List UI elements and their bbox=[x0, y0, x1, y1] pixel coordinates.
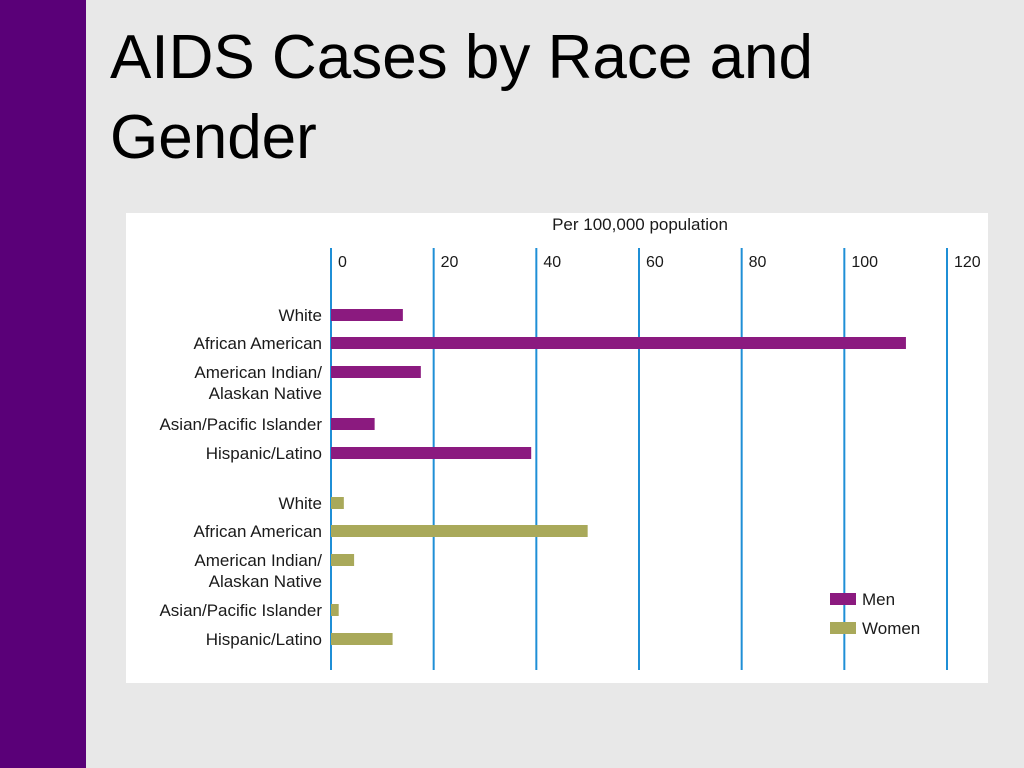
legend-swatch-women bbox=[830, 622, 856, 634]
legend-label-men: Men bbox=[862, 590, 895, 609]
x-tick-label: 40 bbox=[543, 254, 561, 271]
bar-women bbox=[331, 497, 344, 509]
x-tick-label: 60 bbox=[646, 254, 664, 271]
bar-women bbox=[331, 554, 355, 566]
bar-men bbox=[331, 309, 403, 321]
x-tick-labels: 0 20 40 60 80 100 120 bbox=[338, 254, 981, 271]
slide-title: AIDS Cases by Race and Gender bbox=[110, 23, 814, 172]
x-tick-label: 100 bbox=[851, 254, 878, 271]
category-label: Hispanic/Latino bbox=[206, 444, 322, 463]
bar-chart: Per 100,000 population 0 20 40 60 80 100 120 W… bbox=[159, 215, 981, 670]
x-tick-label: 20 bbox=[441, 254, 459, 271]
category-label: White bbox=[279, 494, 322, 513]
bar-women bbox=[331, 633, 393, 645]
x-tick-label: 120 bbox=[954, 254, 981, 271]
category-label: Asian/Pacific Islander bbox=[159, 415, 322, 434]
slide-sidebar bbox=[0, 0, 86, 768]
bars bbox=[331, 309, 906, 645]
category-label: White bbox=[279, 306, 322, 325]
category-label: Asian/Pacific Islander bbox=[159, 601, 322, 620]
x-tick-label: 80 bbox=[749, 254, 767, 271]
category-label: American Indian/Alaskan Native bbox=[194, 363, 322, 403]
bar-men bbox=[331, 447, 532, 459]
legend-swatch-men bbox=[830, 593, 856, 605]
chart-panel: Per 100,000 population 0 20 40 60 80 100 120 W… bbox=[126, 213, 988, 683]
bar-men bbox=[331, 337, 906, 349]
bar-men bbox=[331, 366, 421, 378]
bar-men bbox=[331, 418, 375, 430]
category-label: African American bbox=[194, 522, 323, 541]
category-label: African American bbox=[194, 334, 323, 353]
gridlines bbox=[330, 248, 948, 670]
category-labels: White African American American Indian/Ala… bbox=[159, 306, 322, 649]
category-label: American Indian/Alaskan Native bbox=[194, 551, 322, 591]
bar-women bbox=[331, 525, 588, 537]
legend: Men Women bbox=[830, 590, 920, 638]
x-axis-title: Per 100,000 population bbox=[552, 215, 728, 234]
category-label: Hispanic/Latino bbox=[206, 630, 322, 649]
bar-women bbox=[331, 604, 339, 616]
x-tick-label: 0 bbox=[338, 254, 347, 271]
legend-label-women: Women bbox=[862, 619, 920, 638]
